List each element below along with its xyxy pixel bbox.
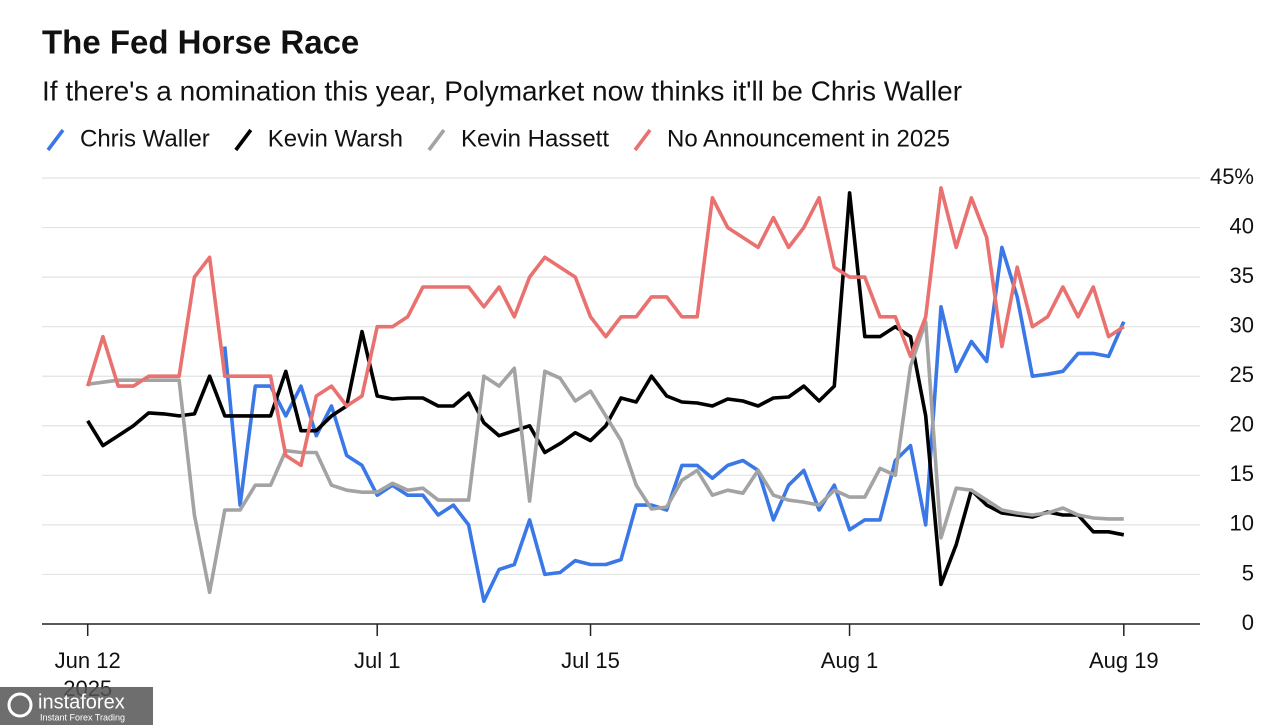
legend-swatch bbox=[46, 128, 65, 152]
x-tick-label: Aug 19 bbox=[1089, 648, 1159, 673]
series-line bbox=[86, 191, 1125, 587]
y-tick-label: 5 bbox=[1242, 560, 1254, 585]
y-tick-label: 0 bbox=[1242, 610, 1254, 635]
chart-title: The Fed Horse Race bbox=[42, 24, 359, 61]
y-tick-label: 15 bbox=[1230, 461, 1254, 486]
series-line bbox=[223, 245, 1126, 603]
y-tick-label: 30 bbox=[1230, 312, 1254, 337]
y-tick-label: 25 bbox=[1230, 362, 1254, 387]
y-tick-label: 45% bbox=[1210, 164, 1254, 189]
watermark-logo bbox=[7, 692, 33, 718]
watermark: instaforex Instant Forex Trading bbox=[0, 687, 153, 725]
legend-label: Chris Waller bbox=[80, 125, 210, 152]
watermark-tagline: Instant Forex Trading bbox=[40, 712, 125, 722]
watermark-brand: instaforex bbox=[38, 691, 125, 713]
legend-label: Kevin Warsh bbox=[268, 125, 403, 152]
legend: Chris Waller Kevin Warsh Kevin Hassett No A… bbox=[46, 125, 950, 152]
plot-lines bbox=[85, 186, 1126, 603]
series-line bbox=[85, 186, 1125, 468]
series-line bbox=[87, 319, 1124, 595]
y-tick-label: 35 bbox=[1230, 263, 1254, 288]
legend-swatch bbox=[633, 128, 652, 152]
x-tick-label: Jul 1 bbox=[354, 648, 400, 673]
y-tick-label: 20 bbox=[1230, 412, 1254, 437]
chart-subtitle: If there's a nomination this year, Polym… bbox=[42, 75, 962, 106]
y-tick-label: 40 bbox=[1230, 213, 1254, 238]
legend-label: No Announcement in 2025 bbox=[667, 125, 950, 152]
watermark-box bbox=[0, 687, 153, 725]
x-tick-label: Jul 15 bbox=[561, 648, 620, 673]
x-tick-label: Aug 1 bbox=[821, 648, 879, 673]
y-tick-label: 10 bbox=[1230, 511, 1254, 536]
legend-swatch bbox=[427, 128, 446, 152]
legend-label: Kevin Hassett bbox=[461, 125, 609, 152]
legend-swatch bbox=[234, 128, 253, 152]
x-tick-label: Jun 12 bbox=[55, 648, 121, 673]
